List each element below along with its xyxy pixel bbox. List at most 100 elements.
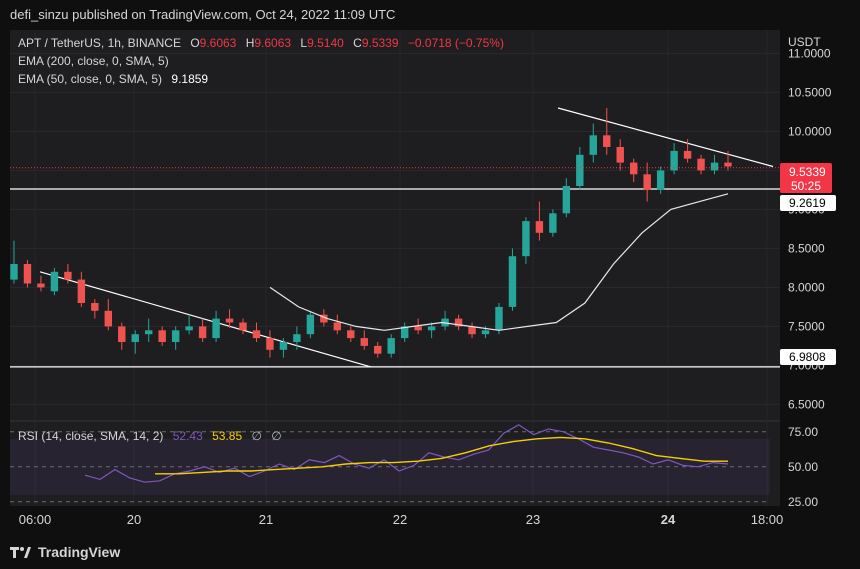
rsi-axis: 75.00 50.00 25.00 [788, 425, 818, 509]
level-badge-upper: 9.2619 [780, 195, 836, 211]
candle-body [225, 318, 234, 323]
candle-body [91, 303, 99, 311]
candle-body [387, 338, 395, 354]
rsi-pane: 75.00 50.00 25.00 RSI (14, close, SMA, 14,… [10, 424, 818, 509]
svg-text:EMA (50, close, 0, SMA, 5): EMA (50, close, 0, SMA, 5) 9.1859 [18, 72, 208, 86]
candle-body [656, 170, 665, 190]
rsi-legend-ma: 53.85 [212, 429, 242, 443]
tradingview-logo-icon [10, 547, 31, 558]
candle-body [616, 147, 624, 163]
candle-body [481, 330, 490, 335]
legend-ema50: EMA (50, close, 0, SMA, 5) [18, 72, 162, 86]
legend-close: 9.5339 [362, 36, 399, 50]
candle-body [306, 314, 315, 335]
publisher-line: defi_sinzu published on TradingView.com,… [10, 7, 396, 22]
rsi-line [84, 424, 729, 483]
candle-body [131, 334, 139, 342]
candle-body [414, 326, 422, 331]
legend-l-label: L [300, 36, 307, 50]
horizontal-levels[interactable] [10, 188, 780, 368]
time-tick-label: 24 [661, 512, 676, 527]
level-badge-lower-value: 6.9808 [789, 350, 826, 364]
candle-body [185, 326, 193, 331]
candle-body [670, 150, 678, 171]
price-legend: APT / TetherUS, 1h, BINANCE O9.6063 H9.6… [18, 36, 504, 86]
brand-footer: TradingView [0, 535, 860, 569]
rsi-tick-label: 50.00 [788, 460, 818, 474]
candle-body [252, 330, 261, 339]
candle-body [643, 174, 651, 190]
price-tick-label: 7.5000 [788, 319, 825, 333]
candle-body [37, 283, 45, 288]
time-tick-label: 06:00 [19, 512, 52, 527]
candle-body [64, 271, 72, 280]
candle-body [603, 135, 611, 147]
candle-body [427, 326, 436, 331]
price-tick-label: 8.5000 [788, 241, 825, 255]
candle-body [279, 342, 288, 350]
candle-body [145, 330, 153, 335]
candle-body [724, 162, 732, 167]
candle-body [293, 334, 301, 342]
rsi-legend-value: 52.43 [173, 429, 203, 443]
candle-body [468, 326, 476, 335]
legend-ema50-value: 9.1859 [171, 72, 208, 86]
candle-body [495, 306, 503, 331]
candle-body [320, 314, 328, 323]
candle-body [266, 338, 274, 350]
chart-area[interactable]: 11.000010.500010.00009.50009.00008.50008… [0, 30, 860, 535]
candle-body [535, 221, 544, 233]
time-tick-label: 23 [526, 512, 540, 527]
time-axis: 06:00 20 21 22 23 24 18:00 [19, 512, 784, 527]
candle-body [239, 322, 247, 331]
legend-symbol: APT / TetherUS, 1h, BINANCE [18, 36, 181, 50]
candle-body [158, 330, 166, 342]
time-tick-label: 21 [259, 512, 273, 527]
rsi-ma-line [155, 436, 728, 475]
rsi-legend-symbol-2: ∅ [271, 429, 281, 443]
candle-body [118, 326, 126, 342]
price-tick-label: 10.5000 [788, 85, 832, 99]
candle-body [10, 264, 18, 280]
candle-body [508, 256, 517, 307]
candle-body [347, 330, 355, 339]
candle-body [549, 213, 557, 233]
candle-body [454, 318, 463, 327]
trendline[interactable] [557, 107, 774, 168]
candle-body [360, 338, 368, 346]
time-tick-label: 20 [127, 512, 141, 527]
main-pane-background [10, 30, 780, 420]
rsi-pane-background [10, 422, 780, 506]
legend-c-label: C [353, 36, 362, 50]
level-badge-upper-value: 9.2619 [789, 196, 826, 210]
y-axis-unit: USDT [788, 35, 821, 49]
legend-change: −0.0718 (−0.75%) [408, 36, 504, 50]
price-badge-countdown: 50:25 [791, 179, 821, 193]
rsi-tick-label: 25.00 [788, 495, 818, 509]
svg-text:APT / TetherUS, 1h, BINANCE: APT / TetherUS, 1h, BINANCE O9.6063 H9.6… [18, 36, 504, 50]
price-tick-label: 6.5000 [788, 397, 825, 411]
candle-body [629, 162, 638, 175]
svg-text:RSI (14, close, SMA, 14, 2): RSI (14, close, SMA, 14, 2) 52.43 53.85 … [18, 429, 282, 443]
candle-body [576, 154, 584, 186]
trendline[interactable] [39, 271, 372, 368]
candle-body [198, 326, 207, 339]
rsi-legend-label: RSI (14, close, SMA, 14, 2) [18, 429, 163, 443]
legend-o-label: O [190, 36, 199, 50]
rsi-tick-label: 75.00 [788, 425, 818, 439]
ema50-line [269, 193, 729, 331]
candle-body [589, 135, 597, 155]
price-tick-label: 10.0000 [788, 124, 832, 138]
price-tick-label: 11.0000 [788, 46, 831, 60]
candle-body [374, 345, 382, 354]
trendlines[interactable] [39, 107, 774, 368]
brand-name: TradingView [38, 544, 121, 560]
candle-body [562, 186, 571, 214]
rsi-guide-lines [10, 431, 770, 503]
candle-body [400, 326, 409, 339]
legend-low: 9.5140 [307, 36, 344, 50]
candle-body [50, 271, 59, 292]
legend-ema200: EMA (200, close, 0, SMA, 5) [18, 54, 169, 68]
candle-body [683, 150, 692, 159]
price-tick-label: 8.0000 [788, 280, 825, 294]
